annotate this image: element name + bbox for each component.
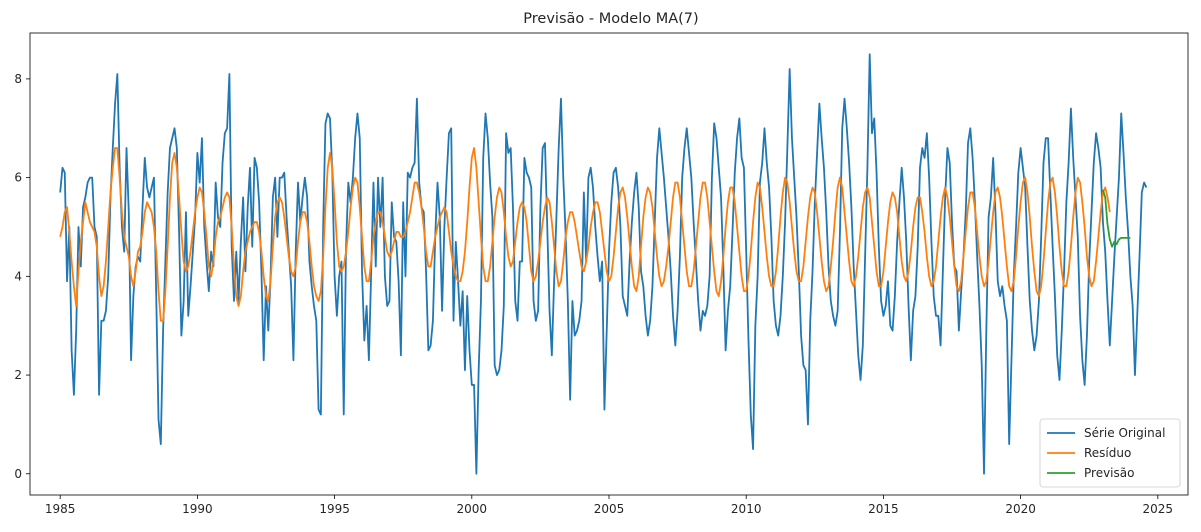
series-line-2 (1102, 189, 1131, 248)
x-tick-label: 1990 (182, 502, 213, 516)
legend-label-previsao: Previsão (1084, 466, 1134, 480)
x-tick-label: 1985 (45, 502, 76, 516)
y-tick-label: 0 (14, 467, 22, 481)
x-tick-label: 2005 (594, 502, 625, 516)
legend-label-residuo: Resíduo (1084, 446, 1131, 460)
legend-box (1039, 418, 1181, 488)
y-axis: 0 2 4 6 8 (14, 72, 30, 481)
chart-title: Previsão - Modelo MA(7) (523, 11, 698, 27)
x-tick-label: 2010 (731, 502, 762, 516)
legend-label-serie-original: Série Original (1084, 426, 1165, 440)
y-tick-label: 2 (14, 368, 22, 382)
x-tick-label: 2020 (1005, 502, 1036, 516)
x-tick-label: 2025 (1143, 502, 1174, 516)
series-line-0 (59, 53, 1148, 475)
series-layer (59, 53, 1148, 475)
x-tick-label: 2015 (868, 502, 899, 516)
y-tick-label: 8 (14, 72, 22, 86)
x-tick-label: 2000 (457, 502, 488, 516)
series-line-1 (59, 147, 1111, 322)
y-tick-label: 4 (14, 269, 22, 283)
x-axis: 1985 1990 1995 2000 2005 2010 2015 2020 2025 (45, 495, 1173, 516)
y-tick-label: 6 (14, 171, 22, 185)
x-tick-label: 1995 (319, 502, 350, 516)
legend: Série Original Resíduo Previsão (1039, 418, 1181, 488)
